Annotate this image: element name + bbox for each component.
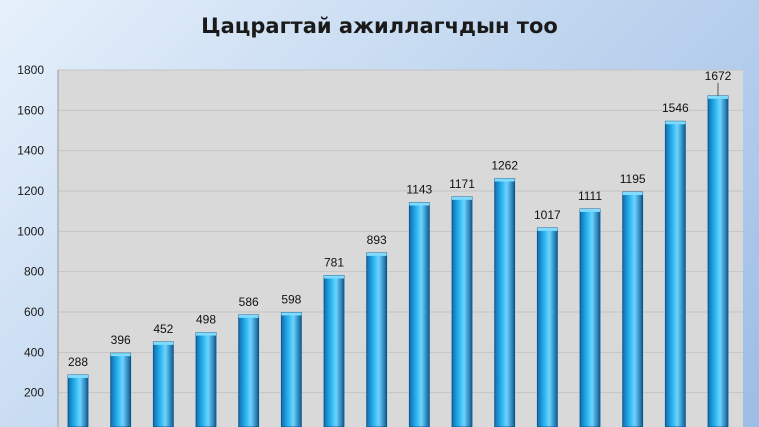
data-label: 288 xyxy=(68,355,88,369)
y-tick-label: 1400 xyxy=(17,144,44,158)
bar xyxy=(451,196,473,427)
data-label: 598 xyxy=(281,292,301,306)
y-tick-label: 1200 xyxy=(17,184,44,198)
y-tick-label: 1000 xyxy=(17,224,44,238)
bar xyxy=(280,312,302,427)
data-label: 781 xyxy=(324,255,344,269)
bar xyxy=(366,252,388,427)
bar-top-highlight xyxy=(366,252,387,256)
y-tick-label: 400 xyxy=(24,345,44,359)
chart-title: Цацрагтай ажиллагчдын тоо xyxy=(201,14,558,38)
data-label: 586 xyxy=(239,295,259,309)
bar xyxy=(67,374,89,427)
data-label: 1672 xyxy=(705,69,732,83)
bar xyxy=(408,202,430,427)
bar-top-highlight xyxy=(110,353,131,357)
data-label: 1546 xyxy=(662,101,689,115)
data-label: 1111 xyxy=(578,189,602,203)
data-label: 1017 xyxy=(534,208,561,222)
data-label: 452 xyxy=(153,322,173,336)
bar xyxy=(622,191,644,427)
bar-top-highlight xyxy=(622,192,643,196)
data-label: 1195 xyxy=(620,172,646,186)
bar xyxy=(238,314,260,427)
bar-top-highlight xyxy=(196,332,216,336)
bar xyxy=(195,332,217,427)
bar xyxy=(323,275,345,427)
bar xyxy=(152,341,174,427)
data-label: 1262 xyxy=(491,158,518,172)
bar xyxy=(707,95,729,427)
y-tick-label: 600 xyxy=(24,305,44,319)
bar-top-highlight xyxy=(238,314,259,318)
bar-top-highlight xyxy=(281,312,302,316)
bar xyxy=(110,352,132,427)
data-label: 1143 xyxy=(406,182,432,196)
data-label: 893 xyxy=(367,233,387,247)
bar-top-highlight xyxy=(324,275,344,279)
y-tick-label: 200 xyxy=(24,386,44,400)
bar-top-highlight xyxy=(665,121,686,125)
bar xyxy=(579,208,601,427)
bar-top-highlight xyxy=(452,196,472,200)
y-tick-label: 1800 xyxy=(17,63,44,77)
bar xyxy=(536,227,558,427)
bar-top-highlight xyxy=(409,202,430,206)
y-tick-label: 800 xyxy=(24,265,44,279)
bar-top-highlight xyxy=(68,374,88,378)
bar-top-highlight xyxy=(580,208,600,212)
bar xyxy=(664,120,686,427)
bar-top-highlight xyxy=(494,178,515,182)
bar-top-highlight xyxy=(708,95,728,99)
bar-top-highlight xyxy=(537,227,558,231)
bar xyxy=(494,178,516,427)
data-label: 498 xyxy=(196,313,216,327)
data-label: 396 xyxy=(111,333,131,347)
data-label: 1171 xyxy=(449,177,475,191)
bar-top-highlight xyxy=(153,341,174,345)
y-tick-label: 1600 xyxy=(17,103,44,117)
